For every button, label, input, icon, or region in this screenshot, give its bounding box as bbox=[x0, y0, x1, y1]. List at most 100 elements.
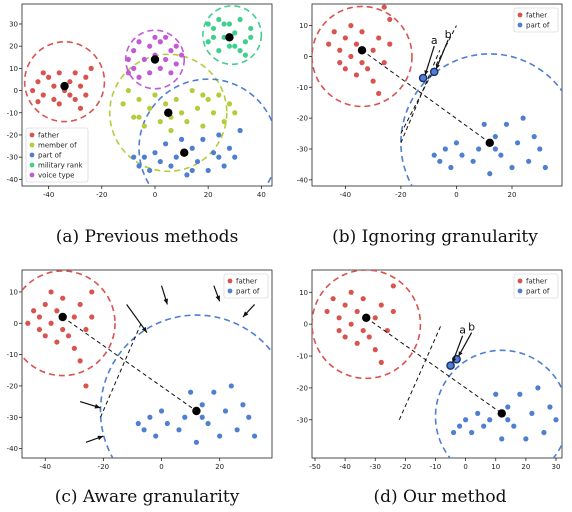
point-member-of bbox=[157, 119, 163, 125]
x-tick-label: -20 bbox=[395, 191, 406, 199]
point-father bbox=[54, 339, 60, 345]
point-father bbox=[35, 99, 41, 105]
legend-label: father bbox=[38, 131, 59, 139]
point-voice-type bbox=[173, 61, 179, 67]
y-tick-label: -20 bbox=[297, 384, 308, 392]
point-part-of bbox=[147, 167, 153, 174]
point-part-of bbox=[459, 152, 465, 158]
point-voice-type bbox=[125, 56, 131, 63]
point-military-rank bbox=[242, 52, 249, 58]
point-part-of bbox=[526, 158, 532, 164]
point-father bbox=[72, 70, 78, 76]
y-tick-label: -30 bbox=[297, 416, 308, 424]
point-father bbox=[390, 308, 396, 315]
point-father bbox=[65, 333, 72, 339]
y-tick-label: 20 bbox=[9, 43, 18, 51]
arrow-head bbox=[215, 295, 220, 302]
point-part-of bbox=[199, 414, 205, 420]
x-tick-label: 20 bbox=[521, 463, 530, 471]
point-father bbox=[348, 53, 354, 60]
point-voice-type bbox=[152, 34, 158, 40]
point-father bbox=[378, 359, 384, 366]
cluster-circle bbox=[202, 5, 263, 66]
point-father bbox=[89, 314, 95, 320]
point-part-of bbox=[158, 408, 165, 414]
point-part-of bbox=[535, 385, 541, 391]
legend-label: part of bbox=[38, 151, 62, 159]
point-member-of bbox=[136, 96, 142, 103]
point-part-of bbox=[152, 150, 158, 156]
point-part-of bbox=[498, 152, 504, 158]
y-tick-label: 10 bbox=[299, 22, 308, 30]
x-tick-label: 20 bbox=[215, 463, 224, 471]
point-father bbox=[40, 92, 46, 98]
point-father bbox=[36, 326, 43, 333]
point-part-of bbox=[182, 414, 188, 420]
cluster-circle bbox=[124, 29, 186, 90]
point-part-of bbox=[448, 164, 454, 171]
point-part-of bbox=[251, 433, 258, 439]
point-member-of bbox=[173, 96, 179, 103]
point-part-of bbox=[547, 404, 553, 410]
plot-area bbox=[311, 269, 563, 459]
legend-marker bbox=[29, 152, 35, 158]
point-voice-type bbox=[125, 70, 131, 76]
point-member-of bbox=[189, 87, 195, 94]
point-part-of bbox=[173, 154, 179, 160]
x-tick-label: -40 bbox=[340, 191, 351, 199]
annotation-arrow-head bbox=[458, 351, 463, 357]
annotation-arrow bbox=[424, 45, 435, 76]
decision-boundary bbox=[100, 323, 142, 418]
point-father bbox=[331, 29, 337, 35]
point-part-of bbox=[135, 420, 141, 427]
decision-boundary bbox=[398, 323, 442, 420]
point-father bbox=[354, 340, 360, 346]
point-father bbox=[337, 47, 343, 53]
point-part-of bbox=[475, 410, 481, 416]
legend: father member of part of military rank voice… bbox=[25, 127, 89, 183]
point-father bbox=[390, 283, 396, 289]
point-father bbox=[376, 90, 382, 97]
point-voice-type bbox=[136, 39, 142, 45]
decision-boundary bbox=[400, 50, 441, 144]
y-tick-label: -30 bbox=[297, 145, 308, 153]
centroid bbox=[58, 312, 67, 322]
annotation-arrow-head bbox=[435, 63, 440, 69]
legend-marker bbox=[517, 278, 523, 284]
point-father bbox=[360, 327, 366, 334]
point-part-of bbox=[542, 164, 548, 171]
point-part-of bbox=[141, 154, 147, 160]
legend-box bbox=[25, 127, 89, 183]
point-father bbox=[330, 296, 336, 302]
legend-marker bbox=[29, 172, 35, 178]
point-father bbox=[51, 96, 57, 103]
point-military-rank bbox=[216, 16, 222, 23]
point-part-of bbox=[456, 423, 463, 429]
point-father bbox=[387, 16, 393, 23]
y-tick-label: -20 bbox=[7, 131, 18, 139]
point-part-of bbox=[216, 132, 222, 138]
point-part-of bbox=[194, 158, 201, 165]
point-part-of bbox=[205, 167, 211, 174]
point-father bbox=[72, 96, 78, 103]
point-father bbox=[31, 308, 37, 314]
panel-caption: (d) Our method bbox=[373, 487, 506, 507]
legend-label: part of bbox=[526, 21, 550, 29]
legend-marker bbox=[29, 142, 35, 148]
annotation-arrow bbox=[435, 39, 449, 70]
highlight-point bbox=[418, 73, 428, 83]
point-part-of bbox=[131, 154, 137, 160]
legend-label: father bbox=[526, 277, 547, 285]
point-father bbox=[324, 308, 330, 315]
legend-marker bbox=[29, 162, 35, 168]
legend: father part of bbox=[513, 7, 559, 33]
centroid bbox=[180, 148, 189, 157]
x-tick-label: -40 bbox=[40, 463, 51, 471]
x-tick-label: -20 bbox=[96, 191, 107, 199]
arrow-head bbox=[163, 298, 168, 305]
annotation-label: a bbox=[459, 324, 466, 337]
point-father bbox=[342, 66, 348, 72]
centroid-connector bbox=[62, 316, 197, 412]
